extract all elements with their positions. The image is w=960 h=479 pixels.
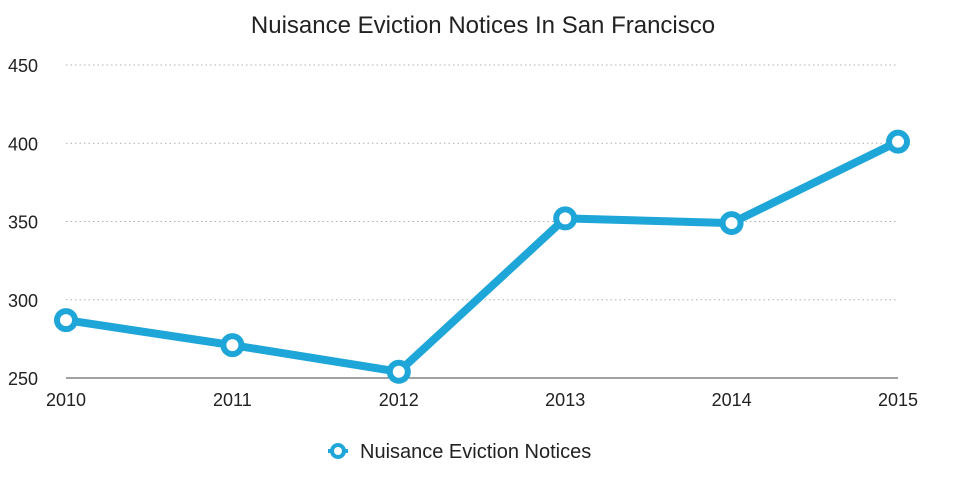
data-point-marker	[553, 206, 578, 231]
y-tick-label: 450	[8, 56, 38, 76]
series-line	[62, 137, 902, 376]
x-tick-label: 2010	[46, 390, 86, 410]
data-point-marker	[386, 359, 411, 384]
x-tick-label: 2011	[213, 390, 252, 410]
gridlines	[66, 64, 898, 379]
x-tick-label: 2015	[878, 390, 918, 410]
x-axis-ticks: 2010 2011 2012 2013 2014 2015	[46, 390, 918, 410]
legend-marker-icon	[330, 443, 346, 459]
y-tick-label: 350	[8, 213, 38, 233]
chart-title: Nuisance Eviction Notices In San Francis…	[250, 12, 716, 39]
y-axis-ticks: 250 300 350 400 450	[8, 56, 38, 389]
x-tick-label: 2012	[379, 390, 419, 410]
x-tick-label: 2014	[712, 390, 752, 410]
series-layer	[54, 129, 910, 384]
y-tick-label: 400	[8, 134, 38, 154]
data-point-marker	[54, 308, 78, 333]
x-tick-label: 2013	[545, 390, 585, 410]
legend-label: Nuisance Eviction Notices	[360, 441, 591, 463]
data-point-marker	[220, 333, 245, 358]
legend: Nuisance Eviction Notices	[328, 441, 591, 463]
data-point-marker	[886, 129, 910, 154]
data-point-marker	[719, 211, 744, 236]
y-tick-label: 300	[8, 291, 38, 311]
y-tick-label: 250	[8, 369, 38, 389]
